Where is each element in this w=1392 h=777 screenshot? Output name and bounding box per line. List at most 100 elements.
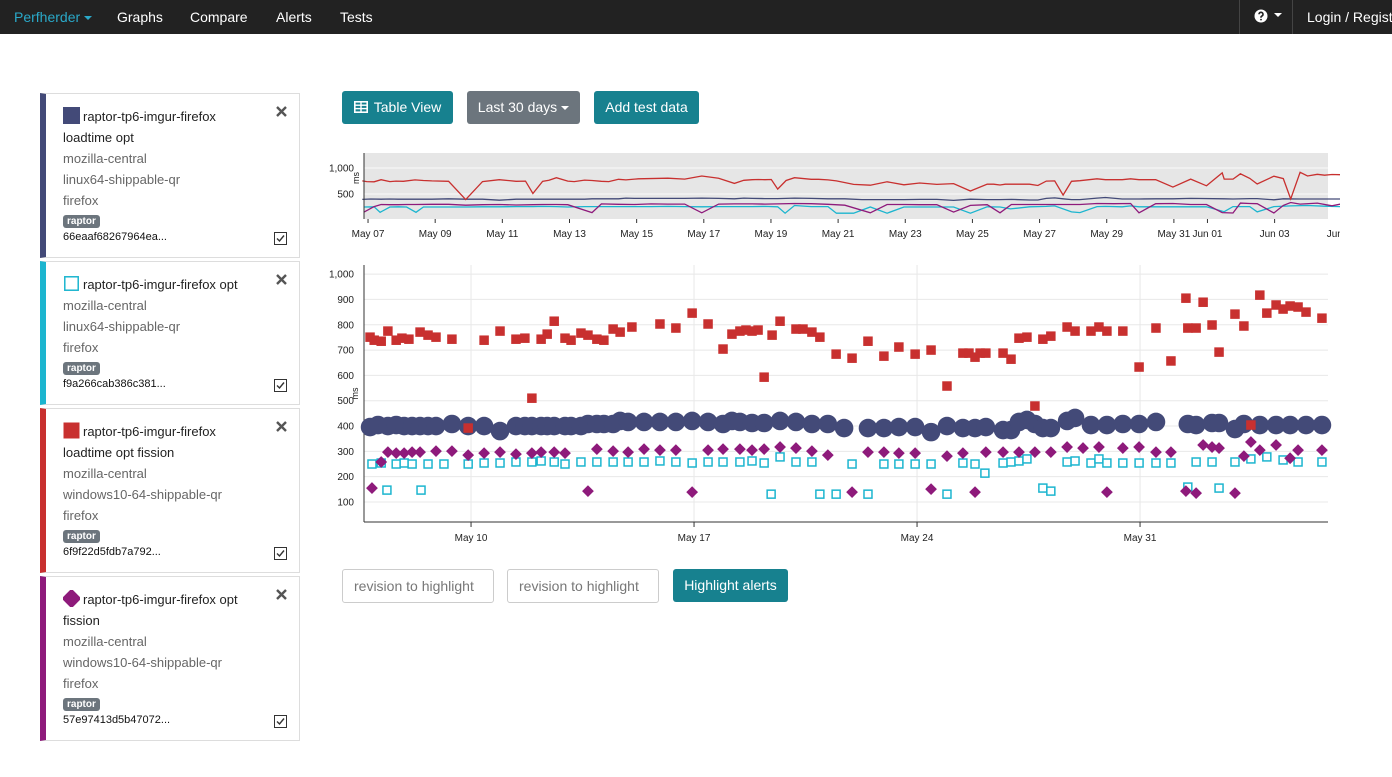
- login[interactable]: Login / Register: [1307, 9, 1392, 25]
- nav-item[interactable]: Alerts: [276, 9, 312, 25]
- point: [583, 330, 593, 340]
- point: [862, 446, 874, 459]
- point: [879, 459, 889, 469]
- point: [942, 381, 952, 391]
- close-button[interactable]: [276, 589, 287, 600]
- point: [1246, 420, 1256, 430]
- y-tick-label: 800: [337, 320, 354, 331]
- point: [1312, 415, 1332, 435]
- point: [474, 416, 494, 436]
- sidebar: raptor-tp6-imgur-firefox loadtime opt moz…: [40, 93, 300, 744]
- point: [735, 457, 745, 467]
- point: [703, 457, 713, 467]
- y-tick-label: 300: [337, 447, 354, 458]
- close-button[interactable]: [276, 274, 287, 285]
- point: [548, 446, 561, 459]
- point: [802, 414, 822, 434]
- point: [416, 485, 426, 495]
- point: [666, 412, 686, 432]
- point: [874, 418, 894, 438]
- table-view-button[interactable]: Table View: [342, 91, 453, 124]
- point: [1070, 326, 1080, 336]
- point: [549, 316, 559, 326]
- highlight-button[interactable]: Highlight alerts: [673, 569, 788, 602]
- add-data-button[interactable]: Add test data: [594, 91, 699, 124]
- point: [818, 414, 838, 434]
- point: [775, 316, 785, 326]
- overview-line: [362, 196, 1340, 202]
- point: [735, 326, 745, 336]
- revision-input[interactable]: revision to highlight: [507, 569, 659, 603]
- overview-line: [364, 204, 1340, 215]
- visibility-checkbox[interactable]: [274, 715, 287, 728]
- visibility-checkbox[interactable]: [274, 379, 287, 392]
- point: [607, 445, 620, 457]
- point: [618, 412, 638, 432]
- point: [1301, 307, 1311, 317]
- brand[interactable]: Perfherder: [14, 9, 93, 25]
- point: [686, 486, 699, 499]
- series-icon: [63, 422, 80, 439]
- point: [478, 447, 490, 460]
- legend-marker: [61, 588, 82, 609]
- y-tick-label: 700: [337, 346, 354, 357]
- point: [1014, 333, 1024, 343]
- revision-input[interactable]: revision to highlight: [342, 569, 494, 603]
- point: [1262, 308, 1272, 318]
- visibility-checkbox[interactable]: [274, 547, 287, 560]
- point: [669, 444, 682, 456]
- point: [366, 482, 378, 494]
- point: [479, 458, 489, 468]
- close-icon: [276, 589, 287, 600]
- point: [439, 459, 449, 469]
- point: [479, 335, 489, 345]
- x-tick-label: May 25: [956, 229, 989, 240]
- point: [975, 348, 985, 358]
- x-tick-label: May 31: [1157, 229, 1190, 240]
- series-name: raptor-tp6-imgur-firefox opt: [83, 277, 238, 292]
- close-button[interactable]: [276, 106, 287, 117]
- point: [858, 418, 878, 438]
- help-menu[interactable]: [1254, 9, 1282, 26]
- point: [1134, 458, 1144, 468]
- nav-item[interactable]: Graphs: [117, 9, 163, 25]
- visibility-checkbox[interactable]: [274, 232, 287, 245]
- point: [369, 335, 379, 345]
- point: [1093, 441, 1105, 453]
- point: [431, 332, 441, 342]
- point: [687, 458, 697, 468]
- point: [462, 449, 475, 462]
- point: [1065, 408, 1085, 428]
- point: [1293, 302, 1303, 312]
- point: [831, 489, 841, 499]
- point: [634, 412, 654, 432]
- point: [382, 485, 392, 495]
- point: [463, 423, 473, 433]
- repo: mozilla-central: [63, 151, 147, 166]
- range-button[interactable]: Last 30 days: [467, 91, 580, 124]
- x-tick-label: May 15: [620, 229, 653, 240]
- point: [535, 446, 548, 459]
- point: [759, 372, 769, 382]
- point: [1238, 450, 1250, 463]
- point: [639, 457, 649, 467]
- point: [770, 411, 790, 431]
- y-tick-label: 500: [337, 189, 354, 200]
- close-button[interactable]: [276, 421, 287, 432]
- point: [1270, 439, 1282, 451]
- x-tick-label: May 10: [455, 533, 488, 544]
- point: [1151, 323, 1161, 333]
- point: [1190, 487, 1203, 500]
- point: [576, 457, 586, 467]
- nav-item[interactable]: Compare: [190, 9, 248, 25]
- point: [1293, 457, 1303, 467]
- x-tick-label: Jun 01: [1192, 229, 1222, 240]
- point: [525, 447, 538, 460]
- point: [1206, 441, 1218, 453]
- point: [894, 342, 904, 352]
- point: [390, 447, 403, 460]
- point: [446, 445, 458, 457]
- nav-item[interactable]: Tests: [340, 9, 373, 25]
- placeholder: revision to highlight: [519, 578, 639, 594]
- series-name: raptor-tp6-imgur-firefox loadtime opt fi…: [63, 424, 216, 460]
